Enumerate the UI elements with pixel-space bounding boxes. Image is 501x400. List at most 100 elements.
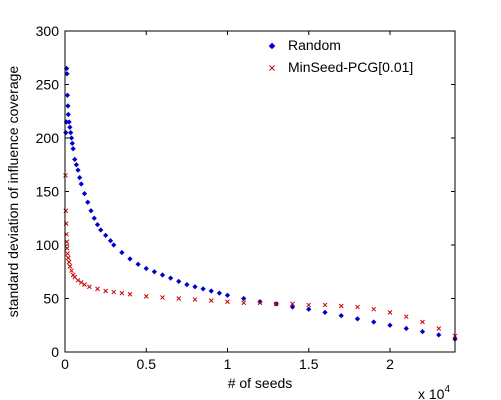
data-point — [119, 249, 125, 256]
data-point — [64, 245, 70, 251]
data-point — [143, 294, 149, 299]
data-point — [72, 156, 78, 163]
data-point — [135, 261, 141, 267]
data-point — [68, 130, 74, 136]
data-point — [355, 304, 360, 310]
data-point — [241, 295, 247, 302]
data-point — [420, 319, 425, 325]
data-point — [338, 303, 344, 309]
data-point — [75, 167, 81, 173]
data-point — [95, 286, 100, 292]
data-point — [184, 281, 190, 288]
legend-entry-minseed: MinSeed-PCG[0.01] — [269, 59, 413, 75]
data-point — [103, 288, 108, 294]
data-point — [64, 92, 71, 98]
data-point — [75, 277, 81, 283]
y-tick-label: 50 — [43, 291, 59, 307]
data-point — [67, 124, 73, 130]
data-point — [322, 309, 328, 316]
data-point — [85, 199, 91, 205]
data-point — [176, 296, 182, 301]
data-point — [68, 135, 75, 141]
data-point — [143, 265, 149, 272]
x-tick-label: 0.5 — [137, 356, 157, 372]
data-point — [65, 103, 71, 109]
data-point — [387, 310, 393, 315]
data-point — [81, 191, 88, 197]
x-axis-multiplier: x 104 — [418, 384, 450, 400]
data-point — [159, 272, 166, 278]
data-point — [192, 297, 198, 302]
plot-area — [65, 31, 455, 352]
data-point — [216, 290, 222, 296]
data-point — [290, 301, 295, 307]
data-point — [289, 304, 296, 310]
y-tick-label: 100 — [36, 237, 60, 253]
data-point — [103, 232, 109, 238]
data-point — [403, 314, 409, 320]
data-point — [70, 146, 76, 152]
axes-layer: 0 0.5 1 1.5 2 0 50 100 150 200 250 300 — [36, 23, 456, 372]
y-tick-label: 150 — [36, 184, 60, 200]
data-point — [419, 329, 426, 335]
data-point — [160, 295, 165, 300]
data-point — [257, 300, 263, 306]
data-point — [111, 289, 117, 295]
data-point — [111, 242, 117, 248]
data-point — [82, 282, 87, 287]
data-point — [168, 275, 174, 281]
data-point — [88, 208, 94, 214]
legend-marker-minseed — [269, 65, 275, 71]
plot-background — [65, 31, 455, 352]
legend-label-minseed: MinSeed-PCG[0.01] — [288, 59, 413, 75]
legend-marker-random — [268, 42, 276, 50]
data-point — [65, 111, 71, 118]
data-point — [387, 322, 393, 328]
x-axis-label: # of seeds — [228, 375, 293, 391]
series-random — [63, 65, 458, 342]
data-point — [273, 301, 279, 307]
data-point — [241, 300, 247, 306]
data-point — [354, 316, 361, 322]
legend-label-random: Random — [288, 37, 341, 53]
data-point — [436, 326, 442, 331]
data-point — [91, 215, 97, 221]
data-point — [338, 312, 344, 319]
y-tick-label: 250 — [36, 77, 60, 93]
data-point — [176, 278, 182, 285]
data-point — [151, 269, 157, 275]
data-point — [371, 306, 377, 312]
y-tick-label: 0 — [51, 344, 59, 360]
data-point — [98, 227, 104, 233]
data-point — [208, 298, 214, 303]
data-point — [208, 288, 214, 294]
data-point — [78, 280, 84, 285]
x-axis-multiplier-exponent: 4 — [444, 384, 450, 395]
data-point — [403, 325, 409, 332]
data-point — [66, 119, 72, 125]
data-point — [66, 259, 72, 265]
data-point — [67, 264, 73, 269]
data-point — [73, 162, 79, 168]
data-point — [127, 291, 133, 297]
data-point — [192, 284, 198, 290]
x-tick-label: 2 — [386, 356, 394, 372]
data-point — [107, 238, 114, 244]
data-point — [65, 251, 70, 256]
y-tick-label: 300 — [36, 23, 60, 39]
data-point — [87, 284, 92, 290]
x-tick-label: 1 — [224, 356, 232, 372]
data-point — [63, 208, 69, 214]
data-point — [65, 255, 71, 261]
data-point — [77, 174, 83, 181]
data-point — [225, 299, 230, 305]
data-point — [94, 222, 101, 228]
data-point — [69, 140, 75, 146]
data-point — [306, 306, 312, 312]
data-point — [78, 181, 84, 187]
data-point — [69, 268, 74, 274]
data-point — [436, 332, 442, 338]
x-tick-label: 1.5 — [299, 356, 319, 372]
y-tick-label: 200 — [36, 130, 60, 146]
data-point — [224, 292, 231, 298]
